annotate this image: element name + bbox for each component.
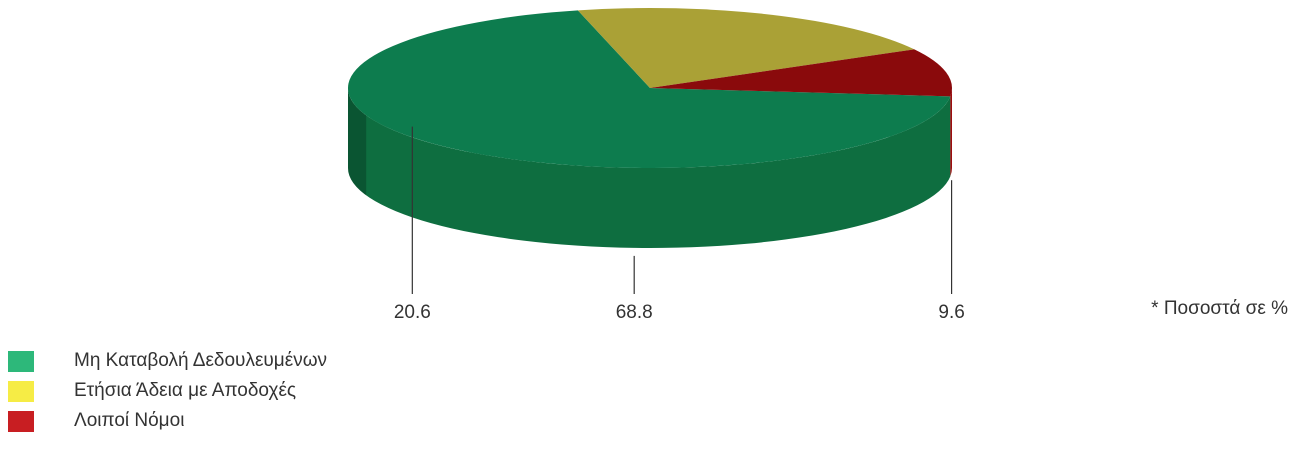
pie-tops	[348, 7, 953, 168]
legend-item-1: Μη Καταβολή Δεδουλευμένων	[8, 346, 327, 376]
pie-slice-1	[348, 10, 951, 168]
pie-side-shade	[348, 88, 367, 196]
data-labels: 68.8 20.6 9.6	[394, 126, 965, 323]
pie-slice-3	[650, 49, 953, 97]
pie-sides	[348, 88, 952, 249]
pie-side-1	[348, 88, 951, 249]
data-label-2: 20.6	[394, 302, 431, 323]
legend-swatch	[8, 410, 34, 432]
legend: Μη Καταβολή Δεδουλευμένων Ετήσια Άδεια με…	[8, 346, 327, 436]
legend-label: Ετήσια Άδεια με Αποδοχές	[74, 380, 297, 401]
data-label-1: 68.8	[616, 302, 653, 323]
data-label-3: 9.6	[938, 302, 964, 323]
legend-item-3: Λοιποί Νόμοι	[8, 406, 327, 436]
legend-swatch	[8, 380, 34, 402]
units-note: * Ποσοστά σε %	[1151, 298, 1288, 319]
legend-label: Λοιποί Νόμοι	[74, 410, 185, 431]
pie-side-3	[950, 88, 952, 177]
legend-label: Μη Καταβολή Δεδουλευμένων	[74, 350, 328, 371]
pie-slice-2	[577, 7, 915, 88]
legend-swatch	[8, 350, 34, 372]
legend-item-2: Ετήσια Άδεια με Αποδοχές	[8, 376, 327, 406]
